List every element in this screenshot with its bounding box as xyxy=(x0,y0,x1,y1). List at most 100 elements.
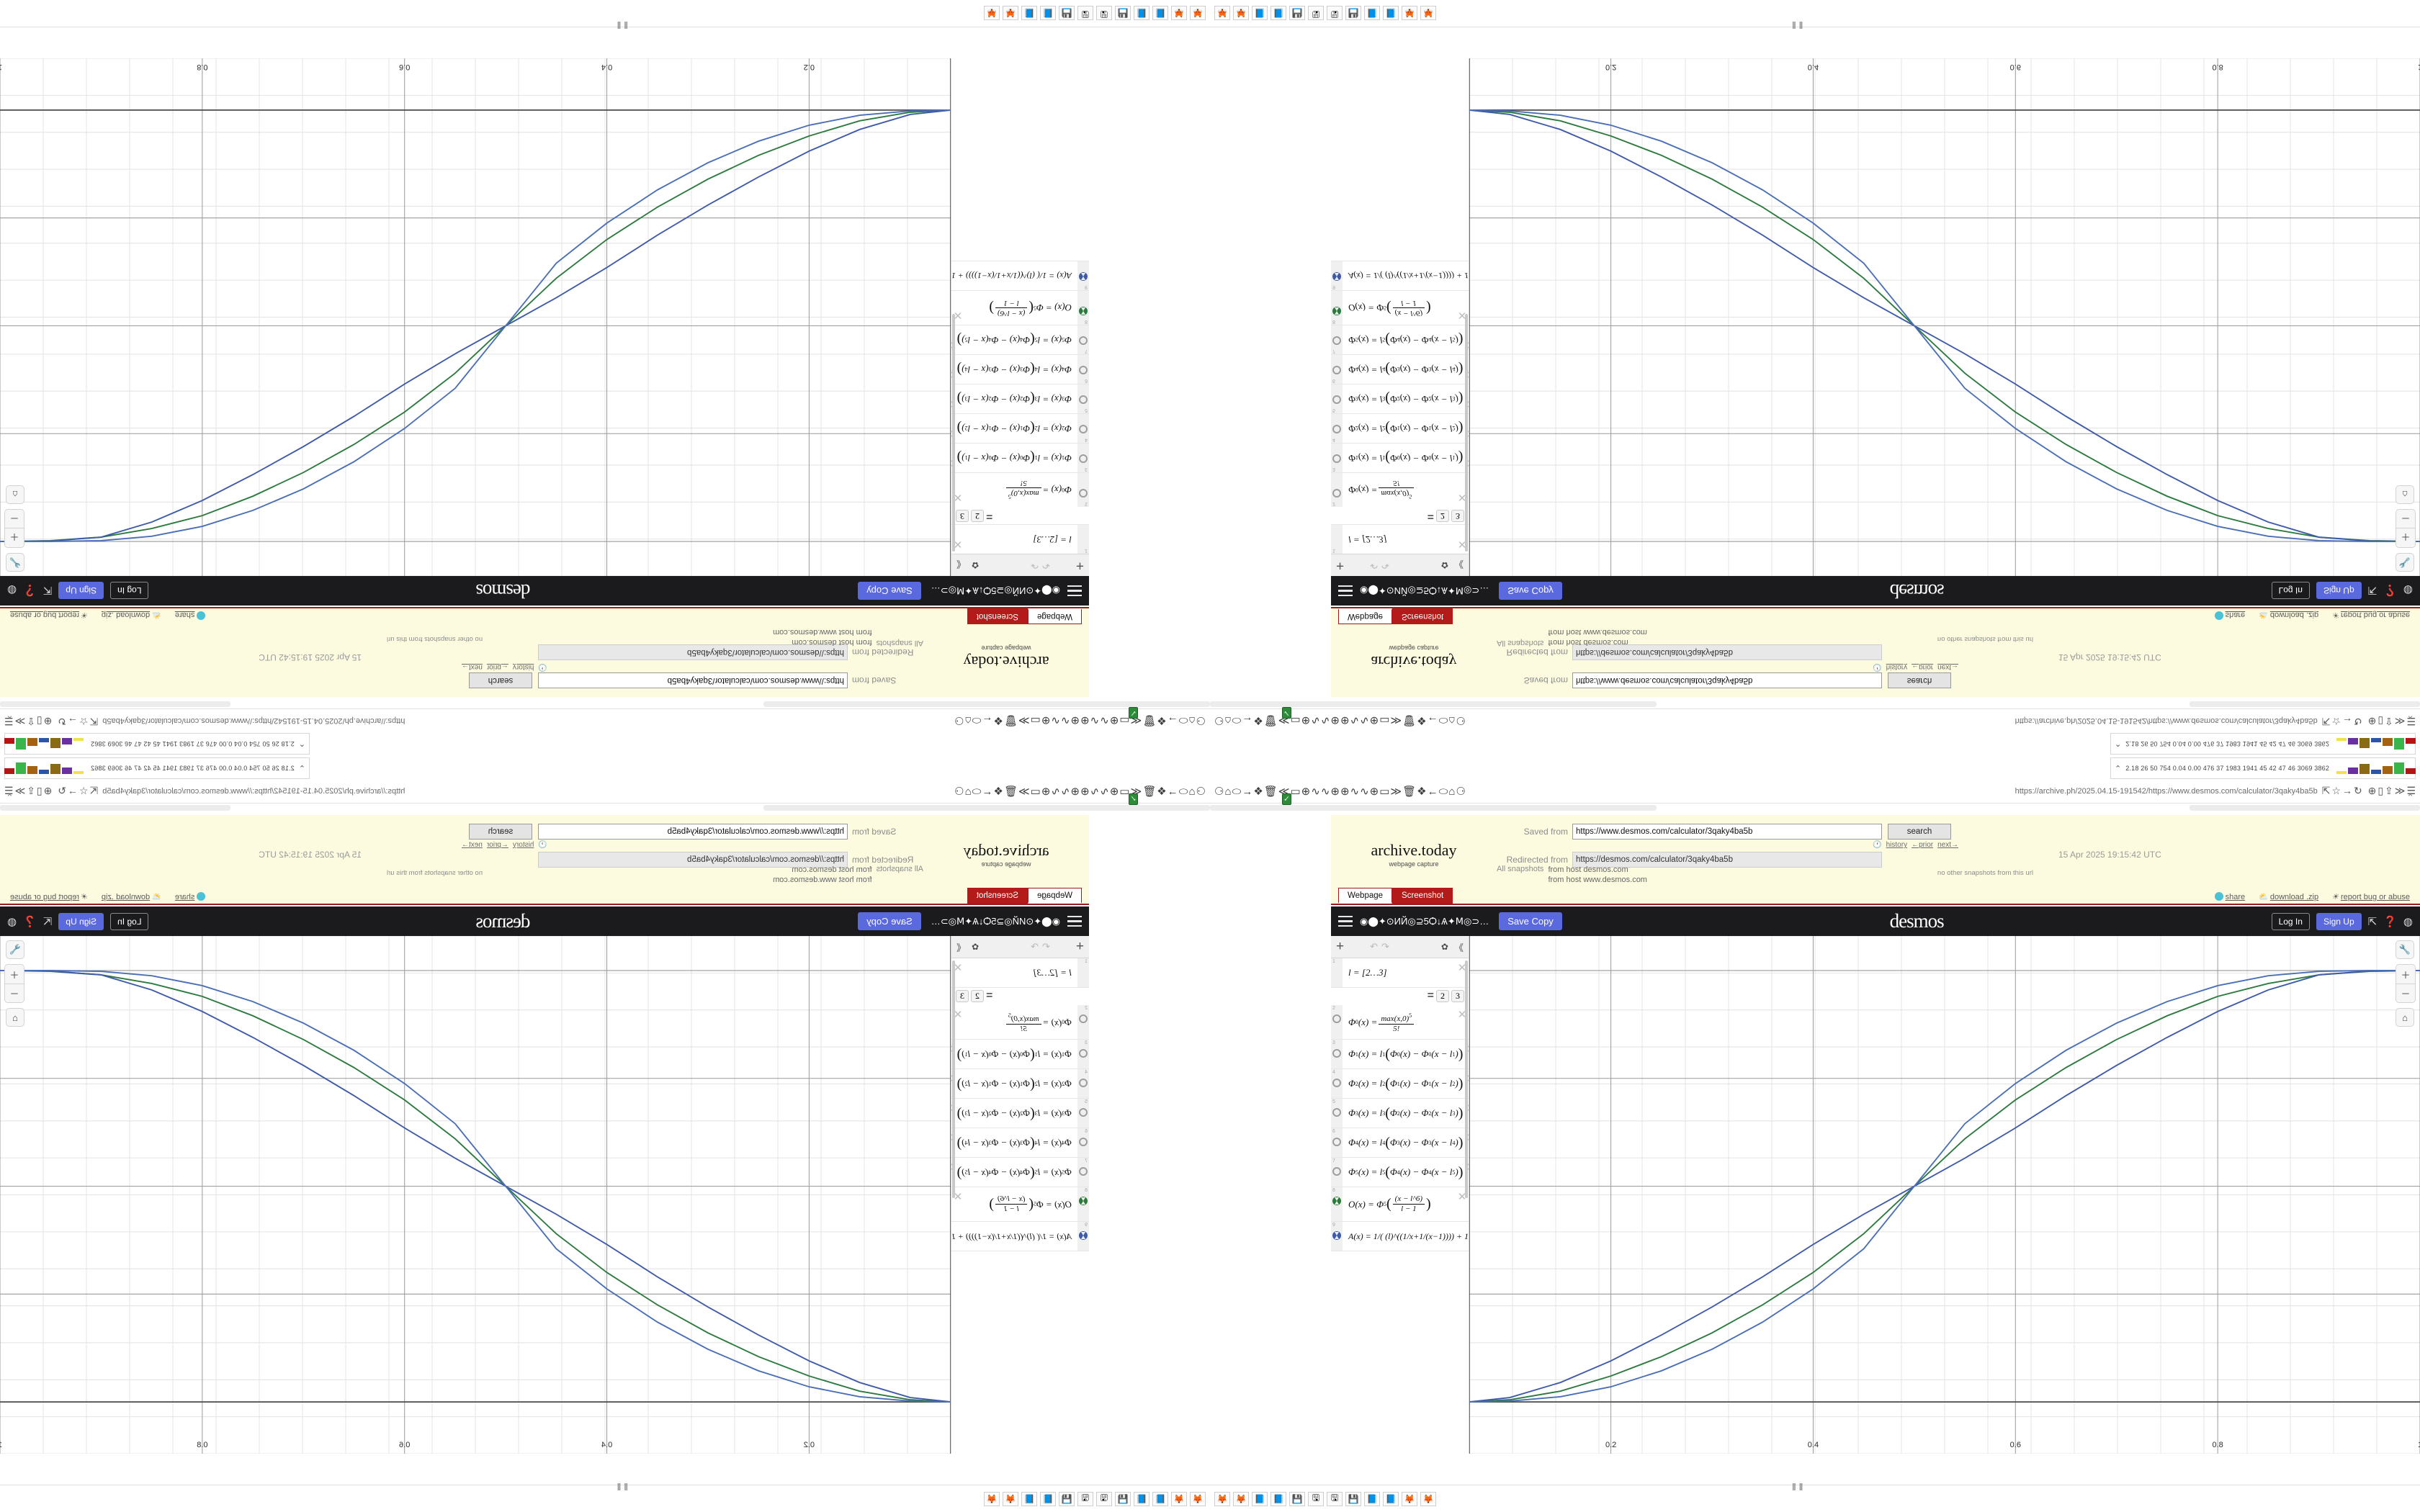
add-expression-button[interactable]: + xyxy=(1336,558,1345,573)
taskbar-items[interactable]: 🦊 🦊 📘 📘 💾 🖫 🖫 💾 📘 📘 🦊 🦊 xyxy=(984,1491,1210,1506)
nav-caret-icon[interactable]: ⌃ xyxy=(2406,792,2414,803)
expression-row[interactable]: 4Φ2(x) = l2(Φ1(x) − Φ1(x − l2))✕ xyxy=(1331,413,1469,443)
expression-row[interactable]: 4Φ2(x) = l2(Φ1(x) − Φ1(x − l2))✕ xyxy=(1331,1069,1469,1099)
firefox-icon[interactable]: 🦊 xyxy=(1214,1491,1230,1506)
notepad-icon[interactable]: 📘 xyxy=(1383,6,1399,21)
taskbar[interactable]: ‖ ‖ 🦊 🦊 📘 📘 💾 🖫 🖫 💾 📘 📘 🦊 🦊 xyxy=(1210,0,2420,31)
tab-screenshot[interactable]: Screenshot xyxy=(1392,608,1453,624)
saved-from-input[interactable]: https://www.desmos.com/calculator/3qaky4… xyxy=(1572,824,1882,840)
tab-strip[interactable] xyxy=(0,698,1210,708)
next-link[interactable]: next→ xyxy=(1937,663,1958,671)
saved-from-input[interactable]: https://www.desmos.com/calculator/3qaky4… xyxy=(538,672,848,688)
url-bar[interactable]: https://archive.ph/2025.04.15-191542/htt… xyxy=(2015,786,2318,796)
expression-row[interactable]: 4Φ2(x) = l2(Φ1(x) − Φ1(x − l2))✕ xyxy=(951,413,1089,443)
notepad-icon[interactable]: 📘 xyxy=(1021,1491,1037,1506)
expression-marker[interactable] xyxy=(1079,1079,1088,1087)
drive-icon[interactable]: 🖫 xyxy=(1308,6,1324,21)
floppy-icon[interactable]: 💾 xyxy=(1345,6,1361,21)
url-bar[interactable]: https://archive.ph/2025.04.15-191542/htt… xyxy=(102,786,405,796)
tab-placeholder-right[interactable] xyxy=(2190,805,2420,811)
notepad-icon[interactable]: 📘 xyxy=(1152,6,1168,21)
log-in-button[interactable]: Log In xyxy=(110,912,149,930)
undo-redo-group[interactable]: ↶↷ xyxy=(1027,559,1050,571)
expression-marker[interactable] xyxy=(1079,366,1088,374)
notepad-icon[interactable]: 📘 xyxy=(1252,6,1268,21)
expression-marker[interactable] xyxy=(1079,395,1088,404)
list-chip[interactable]: 2 xyxy=(1436,989,1449,1002)
tab-strip[interactable] xyxy=(0,804,1210,814)
archive-tabs[interactable]: Webpage Screenshot xyxy=(967,608,1082,624)
nav-icon-row[interactable]: ⇱☆→↻ ⊕▯⇪≫☰ xyxy=(2321,785,2417,796)
share-link[interactable]: share xyxy=(2214,611,2245,620)
expression-scrollbar[interactable] xyxy=(1465,314,1468,552)
account-icon[interactable]: ◍ xyxy=(2403,584,2413,597)
notepad-icon[interactable]: 📘 xyxy=(1383,1491,1399,1506)
expression-math[interactable]: l = [2…3] xyxy=(1348,967,1387,978)
add-expression-button[interactable]: + xyxy=(1336,939,1345,954)
snapshot-host-2[interactable]: from host www.desmos.com xyxy=(773,628,872,636)
snapshot-host-2[interactable]: from host www.desmos.com xyxy=(1548,628,1647,636)
expression-math[interactable]: Φ 5 (x) = l 5(Φ 4 (x) − Φ 4 (x − l 5)) xyxy=(956,1164,1072,1180)
tab-webpage[interactable]: Webpage xyxy=(1338,608,1393,624)
browser-nav-bar[interactable]: ⚆⌂⬭→❖🗑≪▭⊕∿∿⊕⊕∿∿⊕▭≫🗑❖←⬭⌂⚆ https://archive… xyxy=(0,708,1210,733)
expression-marker[interactable] xyxy=(1079,1231,1088,1240)
expression-marker[interactable] xyxy=(1332,1197,1341,1205)
history-links[interactable]: 🕐 history ←prior next→ xyxy=(462,663,848,671)
account-icon[interactable]: ◍ xyxy=(2403,915,2413,928)
graph-canvas[interactable]: 0.2 0.4 0.6 0.8 1 🔧 ＋ － ⌂ xyxy=(0,936,951,1454)
expression-math[interactable]: O(x) = Φ 5((x − l^6) l − 1) xyxy=(989,299,1072,318)
taskbar-items[interactable]: 🦊 🦊 📘 📘 💾 🖫 🖫 💾 📘 📘 🦊 🦊 xyxy=(984,6,1210,21)
expression-row[interactable]: 7Φ5(x) = l5(Φ4(x) − Φ4(x − l5))✕ xyxy=(951,325,1089,354)
tab-webpage[interactable]: Webpage xyxy=(1027,608,1082,624)
expression-row[interactable]: 6Φ4(x) = l4(Φ3(x) − Φ3(x − l4))✕ xyxy=(1331,354,1469,384)
redo-icon[interactable]: ↷ xyxy=(1027,560,1039,571)
collapse-icon[interactable]: 《 xyxy=(956,559,967,570)
drive-icon[interactable]: 🖫 xyxy=(1327,6,1343,21)
add-expression-button[interactable]: + xyxy=(1075,939,1084,954)
expression-row[interactable]: 6Φ4(x) = l4(Φ3(x) − Φ3(x − l4))✕ xyxy=(951,354,1089,384)
undo-icon[interactable]: ↶ xyxy=(1038,560,1050,571)
download-link[interactable]: ⛅download .zip xyxy=(2258,892,2318,901)
expression-math[interactable]: Φ 0 (x) = max(x,0)5 5! xyxy=(964,1005,1077,1039)
firefox-icon[interactable]: 🦊 xyxy=(1003,6,1018,21)
expression-row[interactable]: 2 Φ 0 (x) = max(x,0)5 5! ✕ xyxy=(951,472,1089,507)
firefox-icon[interactable]: 🦊 xyxy=(1420,6,1436,21)
expression-marker[interactable] xyxy=(1332,272,1341,281)
collapse-icon[interactable]: 《 xyxy=(1453,942,1464,953)
expression-math[interactable]: A(x) = 1/( (l)^((1/x+1/(x−1)))) + 1 ) xyxy=(1348,271,1469,282)
zoom-in-icon[interactable]: ＋ xyxy=(2396,965,2415,984)
tab-placeholder-right[interactable] xyxy=(0,805,230,811)
notepad-icon[interactable]: 📘 xyxy=(1270,6,1286,21)
expression-row[interactable]: 5Φ3(x) = l3(Φ2(x) − Φ2(x − l3))✕ xyxy=(951,384,1089,413)
nav-icon-row[interactable]: ⇱☆→↻ ⊕▯⇪≫☰ xyxy=(2321,716,2417,727)
tab-strip[interactable] xyxy=(1210,698,2420,708)
expression-marker[interactable] xyxy=(1079,1138,1088,1146)
redo-icon[interactable]: ↷ xyxy=(1027,941,1039,952)
help-icon[interactable]: ❓ xyxy=(23,915,37,928)
expression-math[interactable]: A(x) = 1/( (l)^((1/x+1/(x−1)))) + 1 ) xyxy=(1348,1230,1469,1241)
expression-marker[interactable] xyxy=(1332,307,1341,315)
expression-math[interactable]: Φ 5 (x) = l 5(Φ 4 (x) − Φ 4 (x − l 5)) xyxy=(1348,1164,1464,1180)
tab-placeholder-left[interactable] xyxy=(763,805,1210,811)
list-chip[interactable]: 3 xyxy=(956,510,969,523)
expression-row[interactable]: 5Φ3(x) = l3(Φ2(x) − Φ2(x − l3))✕ xyxy=(951,1099,1089,1128)
notepad-icon[interactable]: 📘 xyxy=(1040,1491,1056,1506)
help-icon[interactable]: ❓ xyxy=(2383,584,2397,597)
download-link[interactable]: ⛅download .zip xyxy=(2258,611,2318,620)
prior-link[interactable]: ←prior xyxy=(486,841,508,849)
log-in-button[interactable]: Log In xyxy=(2271,912,2310,930)
expression-row[interactable]: 8 O(x) = Φ 5((x − l^6) l − 1) ✕ xyxy=(1331,1187,1469,1222)
tab-webpage[interactable]: Webpage xyxy=(1027,888,1082,904)
graph-tools[interactable]: 🔧 ＋ － ⌂ xyxy=(2396,485,2416,572)
expression-marker[interactable] xyxy=(1332,1108,1341,1117)
floppy-icon[interactable]: 💾 xyxy=(1289,6,1305,21)
graph-title[interactable]: ◉⬤✦⊙ИЙ◎⊇5Ѻ↓Ѧ✦Ⅿ◎⊃… xyxy=(1360,585,1489,597)
expression-math[interactable]: Φ 3 (x) = l 3(Φ 2 (x) − Φ 2 (x − l 3)) xyxy=(956,391,1072,408)
list-chip[interactable]: 3 xyxy=(956,989,969,1002)
graph-tools[interactable]: 🔧 ＋ － ⌂ xyxy=(4,940,24,1027)
snapshot-host-1[interactable]: from host desmos.com xyxy=(1548,865,1628,874)
graph-tools[interactable]: 🔧 ＋ － ⌂ xyxy=(4,485,24,572)
share-icon[interactable]: ⇱ xyxy=(2367,915,2378,928)
